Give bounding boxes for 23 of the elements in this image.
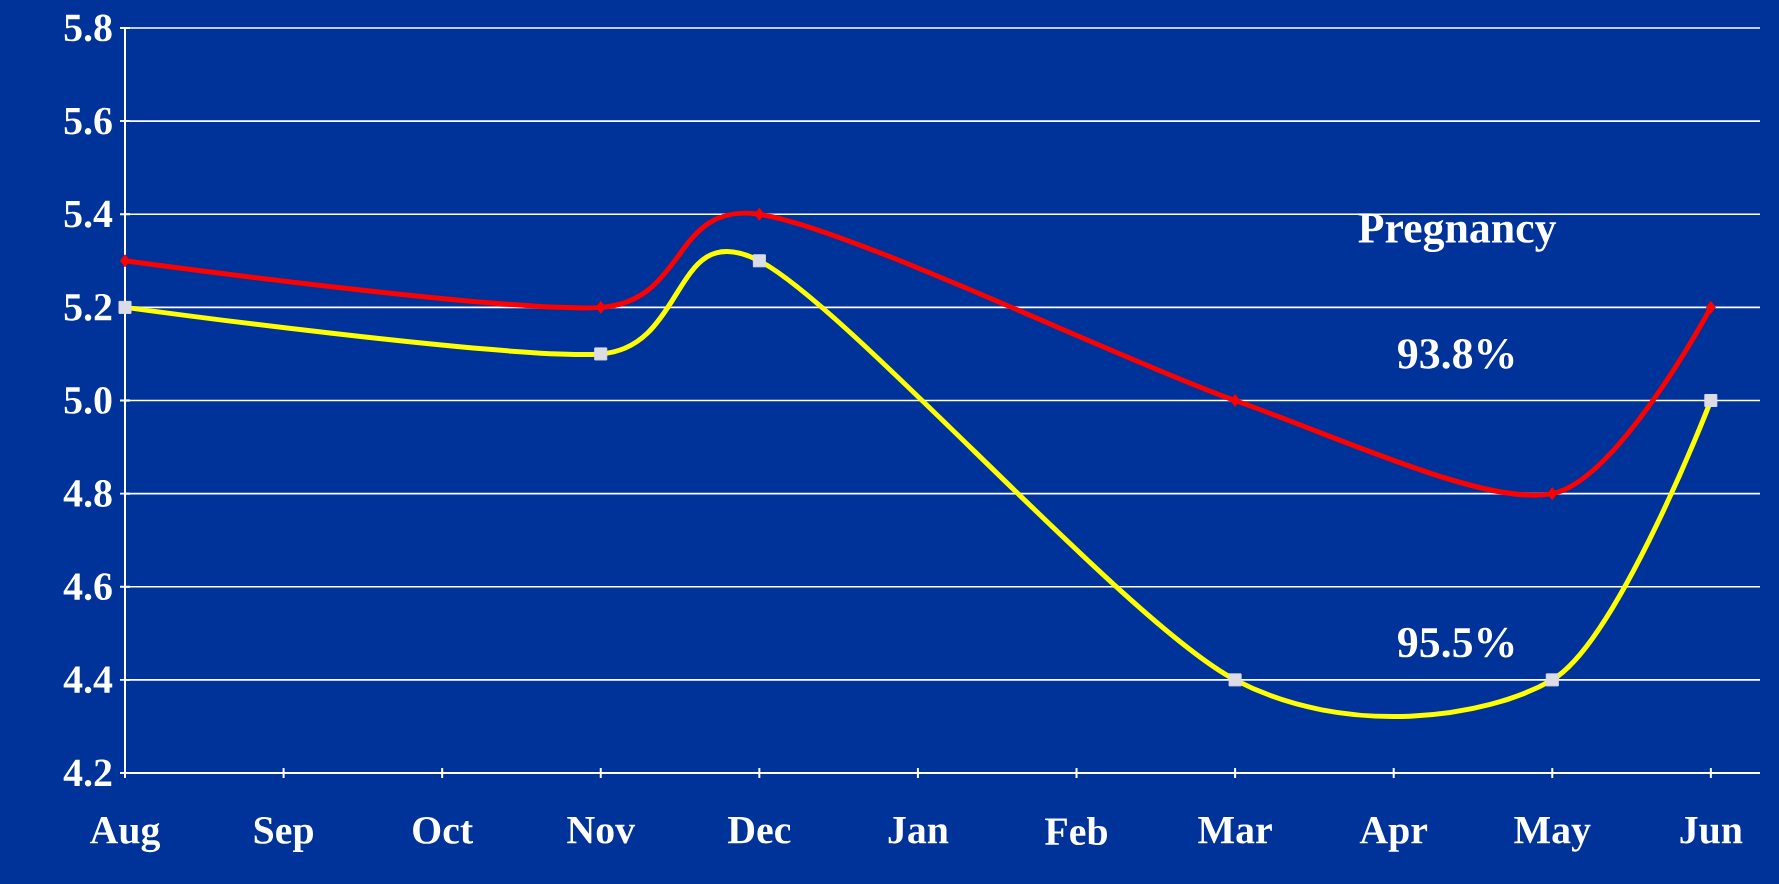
x-tick-label: Dec [727, 817, 791, 844]
x-tick-label: May [1514, 817, 1591, 852]
y-tick-label: 5.6 [64, 107, 112, 135]
x-tick-label: Nov [567, 817, 636, 844]
x-tick-label: Jun [1680, 817, 1743, 844]
y-tick-label: 5.0 [64, 386, 112, 415]
x-tick-label: Feb [1045, 817, 1107, 846]
y-tick-label: 4.6 [63, 573, 112, 601]
y-tick-label: 4.2 [63, 759, 112, 787]
x-tick-label: Aug [89, 817, 161, 853]
y-tick-label: 5.8 [64, 14, 112, 42]
y-tick-label: 4.8 [63, 480, 112, 508]
x-tick-label: Apr [1359, 817, 1428, 852]
y-tick-label: 5.2 [64, 293, 112, 321]
annotation: Pregnancy [1358, 213, 1557, 253]
x-tick-label: Mar [1198, 817, 1272, 844]
x-tick-label: Oct [413, 817, 473, 844]
x-tick-label: Jan [888, 817, 949, 844]
annotation: 95.5% [1398, 627, 1514, 658]
y-tick-label: 4.4 [63, 666, 113, 694]
annotation: 93.8% [1398, 339, 1514, 369]
x-tick-label: Sep [254, 817, 313, 852]
y-tick-label: 5.4 [64, 200, 113, 228]
